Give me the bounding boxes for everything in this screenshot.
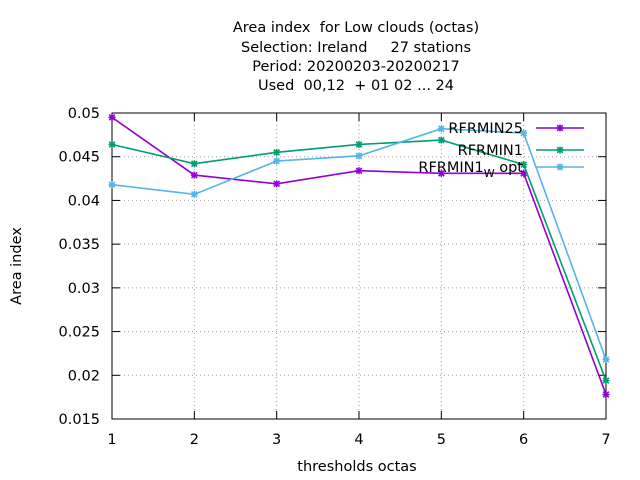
- chart-title-line: Selection: Ireland 27 stations: [241, 40, 471, 56]
- y-tick-label: 0.035: [58, 237, 100, 253]
- data-point: [520, 169, 528, 177]
- y-axis-label: Area index: [9, 227, 25, 305]
- legend-label-subscript: W: [484, 167, 495, 180]
- data-point: [556, 124, 564, 132]
- data-point: [108, 140, 116, 148]
- chart-title: Area index for Low clouds (octas) Selecti…: [233, 20, 479, 94]
- chart-title-line: Area index for Low clouds (octas): [233, 20, 479, 36]
- data-point: [355, 167, 363, 175]
- chart-title-line: Used 00,12 + 01 02 ... 24: [258, 78, 454, 94]
- data-point: [190, 171, 198, 179]
- y-tick-label: 0.04: [68, 193, 100, 209]
- legend-item: RFRMIN1: [458, 143, 584, 159]
- x-tick-label: 2: [190, 432, 199, 448]
- data-point: [355, 140, 363, 148]
- y-tick-label: 0.03: [68, 281, 100, 297]
- chart-title-line: Period: 20200203-20200217: [252, 59, 460, 75]
- data-point: [602, 356, 610, 364]
- x-tick-label: 6: [519, 432, 528, 448]
- data-point: [520, 129, 528, 137]
- data-point: [437, 169, 445, 177]
- data-point: [556, 146, 564, 154]
- data-point: [190, 190, 198, 198]
- x-tick-label: 7: [601, 432, 610, 448]
- legend-item: RFRMIN1W opt: [418, 160, 584, 180]
- x-axis-label: thresholds octas: [297, 459, 416, 475]
- series-line: [111, 127, 607, 360]
- y-tick-label: 0.015: [58, 412, 100, 428]
- axis-ticks: 0.015 0.02 0.025 0.03 0.035 0.04 0.045 0.05 1 2 3 4…: [58, 106, 610, 448]
- data-point: [437, 136, 445, 144]
- data-point: [108, 113, 116, 121]
- legend-label: RFRMIN1: [458, 143, 523, 159]
- y-tick-label: 0.05: [68, 106, 100, 122]
- y-tick-label: 0.025: [58, 325, 100, 341]
- data-point: [273, 148, 281, 156]
- x-tick-label: 4: [354, 432, 363, 448]
- data-point: [602, 377, 610, 385]
- data-point: [273, 157, 281, 165]
- series-line: [111, 139, 607, 381]
- x-tick-label: 1: [107, 432, 116, 448]
- legend-item: RFRMIN25: [448, 121, 584, 137]
- legend-label: RFRMIN1W opt: [418, 160, 523, 180]
- x-tick-label: 3: [272, 432, 281, 448]
- y-tick-label: 0.045: [58, 150, 100, 166]
- legend-label: RFRMIN25: [448, 121, 523, 137]
- x-tick-label: 5: [437, 432, 446, 448]
- data-point: [190, 160, 198, 168]
- series-lines: [108, 113, 610, 399]
- data-point: [355, 152, 363, 160]
- data-point: [437, 125, 445, 133]
- legend-label-tail: opt: [495, 160, 524, 176]
- legend-label-main: RFRMIN1: [418, 160, 483, 176]
- data-point: [520, 161, 528, 169]
- data-point: [602, 391, 610, 399]
- data-point: [273, 180, 281, 188]
- y-tick-label: 0.02: [68, 368, 100, 384]
- data-point: [556, 163, 564, 171]
- grid: [112, 113, 606, 419]
- data-point: [108, 181, 116, 189]
